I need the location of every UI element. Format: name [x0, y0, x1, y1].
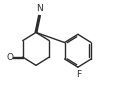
Text: O: O: [6, 53, 13, 62]
Text: N: N: [36, 4, 43, 13]
Text: F: F: [76, 70, 81, 79]
